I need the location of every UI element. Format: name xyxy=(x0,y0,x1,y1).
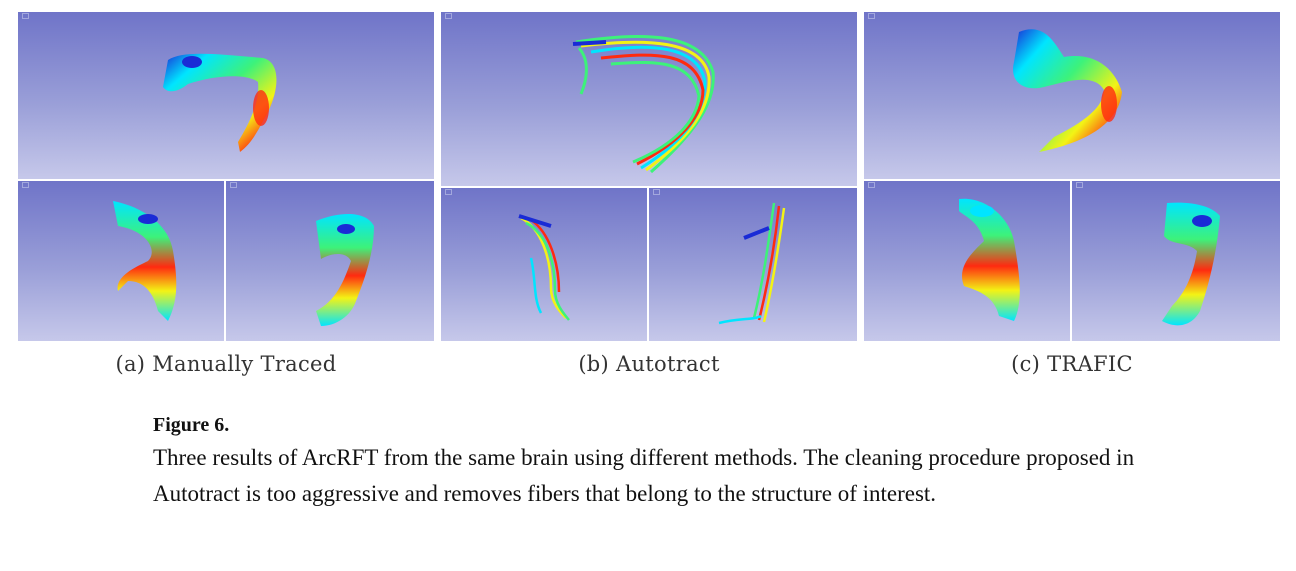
render-view-bottom-right xyxy=(226,181,434,341)
view-corner-icon xyxy=(868,182,875,188)
panel-caption: (c) TRAFIC xyxy=(1011,352,1133,376)
view-corner-icon xyxy=(868,13,875,19)
view-corner-icon xyxy=(1076,182,1083,188)
fiber-bundle-render xyxy=(1162,202,1220,326)
render-view-bottom-right xyxy=(1072,181,1280,341)
render-view-bottom-left xyxy=(864,181,1070,341)
panel-caption: (a) Manually Traced xyxy=(115,352,337,376)
render-view-top xyxy=(441,12,857,186)
view-corner-icon xyxy=(230,182,237,188)
view-corner-icon xyxy=(653,189,660,195)
view-corner-icon xyxy=(445,13,452,19)
fiber-bundle-render xyxy=(518,214,570,321)
render-view-bottom-right xyxy=(649,188,857,341)
view-corner-icon xyxy=(22,182,29,188)
render-view-bottom-left xyxy=(18,181,224,341)
render-view-bottom-left xyxy=(441,188,647,341)
view-corner-icon xyxy=(22,13,29,19)
fiber-bundle-render xyxy=(163,53,277,153)
figure-title: Figure 6. xyxy=(153,414,230,436)
fiber-bundle-render xyxy=(572,34,715,174)
fiber-bundle-render xyxy=(1013,29,1122,153)
fiber-bundle-render xyxy=(959,198,1020,321)
panel-caption: (b) Autotract xyxy=(578,352,720,376)
render-view-top xyxy=(18,12,434,179)
fiber-bundle-render xyxy=(113,201,177,321)
view-corner-icon xyxy=(445,189,452,195)
panel-manually-traced xyxy=(18,12,434,341)
figure-caption: Three results of ArcRFT from the same br… xyxy=(153,445,1135,506)
fiber-bundle-render xyxy=(718,202,786,325)
panel-trafic xyxy=(864,12,1280,341)
panel-autotract xyxy=(441,12,857,341)
fiber-bundle-render xyxy=(316,214,374,326)
render-view-top xyxy=(864,12,1280,179)
